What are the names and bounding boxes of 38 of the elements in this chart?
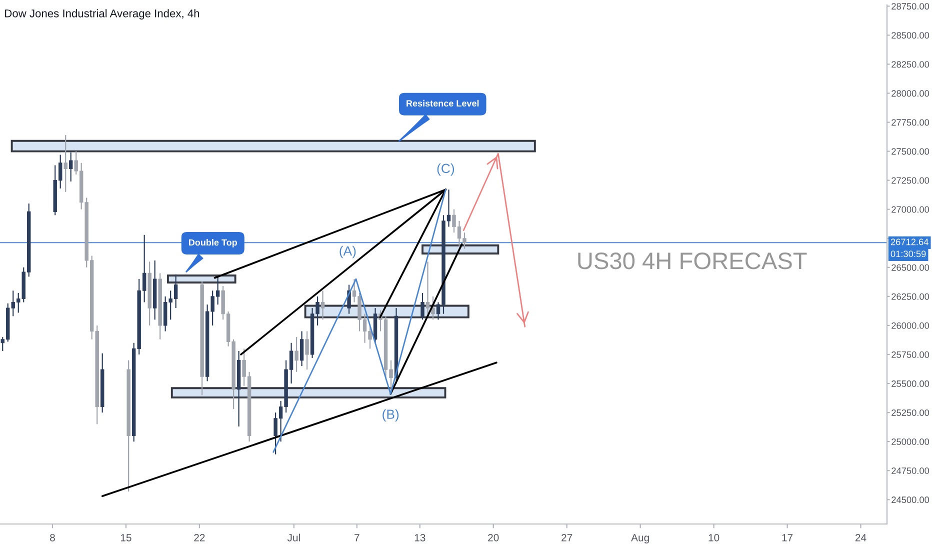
x-tick-label: 15 xyxy=(120,534,132,542)
annotation: Resistence Level xyxy=(406,100,479,107)
y-tick-label: 27250.00 xyxy=(892,177,930,184)
annotation: (A) xyxy=(340,246,356,258)
x-tick-label: 22 xyxy=(194,534,205,542)
x-tick-label: 8 xyxy=(50,534,55,542)
x-tick-label: 24 xyxy=(855,534,866,542)
ref-line-label: 26712.64 xyxy=(890,238,928,246)
y-tick-label: 24500.00 xyxy=(892,496,930,504)
y-tick-label: 27000.00 xyxy=(892,206,930,213)
y-tick-label: 28250.00 xyxy=(892,61,930,68)
x-tick-label: Aug xyxy=(631,534,649,544)
annotation: (B) xyxy=(382,409,399,422)
x-tick-label: 7 xyxy=(354,534,360,542)
y-tick-label: 27500.00 xyxy=(892,148,930,155)
x-tick-label: 17 xyxy=(782,534,793,542)
annotation: Double Top xyxy=(188,239,237,248)
y-tick-label: 28750.00 xyxy=(892,3,930,10)
x-tick-label: 20 xyxy=(488,534,499,542)
annotation: (C) xyxy=(437,163,454,176)
y-tick-label: 25500.00 xyxy=(892,380,930,387)
y-tick-label: 26000.00 xyxy=(892,322,930,329)
y-tick-label: 24750.00 xyxy=(892,468,930,474)
y-tick-label: 26500.00 xyxy=(892,264,930,271)
y-tick-label: 25250.00 xyxy=(892,409,930,416)
x-tick-label: Jul xyxy=(287,534,300,542)
x-tick-label: 10 xyxy=(708,534,720,542)
annotation: US30 4H FORECAST xyxy=(578,252,807,270)
text: 01:30:59 xyxy=(890,250,926,258)
y-tick-label: 25000.00 xyxy=(892,438,930,445)
x-tick-label: 27 xyxy=(562,534,572,542)
y-tick-label: 28000.00 xyxy=(892,90,930,97)
y-tick-label: 27750.00 xyxy=(892,119,930,126)
y-tick-label: 25750.00 xyxy=(892,351,930,358)
chart-title: Dow Jones Industrial Average Index, 4h xyxy=(5,9,200,20)
x-tick-label: 13 xyxy=(414,534,426,542)
y-tick-label: 28500.00 xyxy=(892,32,930,39)
y-tick-label: 26250.00 xyxy=(892,293,930,300)
